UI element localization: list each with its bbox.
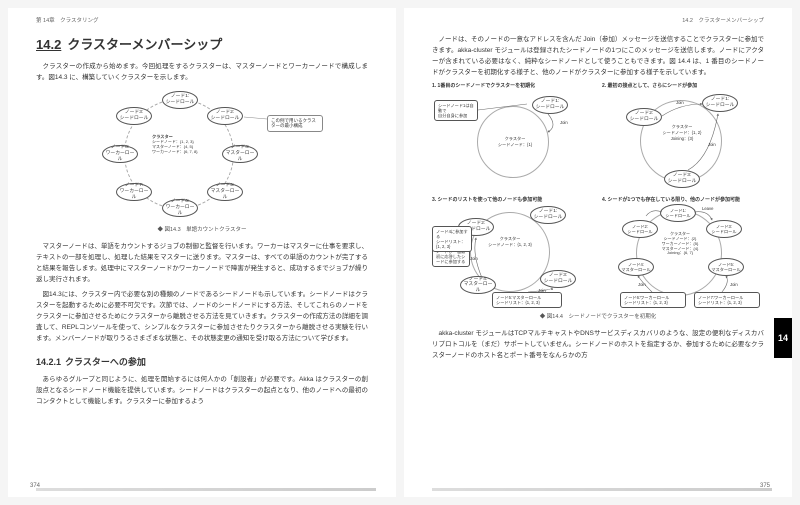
paragraph: akka-cluster モジュールはTCPマルチキャストやDNSサービスディス…	[432, 328, 764, 361]
panel-2-node-3: ノード3: シードロール	[664, 170, 700, 188]
panel-3-seed5: ノード5:マスターロール シードリスト：{1, 2, 3}	[492, 292, 562, 308]
page-number: 374	[30, 483, 40, 489]
panel-3-cluster-label: クラスター シードノード：{1, 2, 3}	[482, 236, 538, 248]
footer-bar	[432, 488, 772, 491]
node-5: ノード5:マスターロール	[207, 183, 243, 201]
paragraph: ノードは、そのノードの一意なアドレスを含んだ Join（参加）メッセージを送信す…	[432, 34, 764, 78]
panel-4-cluster-label: クラスター シードノード：{2} ワーカーノード：{5} マスターノード：{4}…	[648, 232, 712, 256]
figure-14-3: ノード1:シードロール ノード2:シードロール ノード4:マスターロール ノード…	[72, 89, 332, 219]
node-2: ノード2:シードロール	[207, 107, 243, 125]
panel-3-node-1: ノード1: シードロール	[530, 206, 566, 224]
header-right: 14.2 クラスターメンバーシップ	[682, 16, 764, 24]
page-left: 第 14章 クラスタリング 14.2 クラスターメンバーシップ クラスターの作成か…	[8, 8, 396, 497]
footer-bar	[36, 488, 376, 491]
header-left: 第 14章 クラスタリング	[36, 16, 99, 24]
section-heading-text: クラスターメンバーシップ	[67, 37, 222, 52]
node-3: ノード3:シードロール	[116, 107, 152, 125]
panel-1-node-1: ノード1: シードロール	[532, 96, 568, 114]
node-8: ノード8:ワーカーロール	[102, 145, 138, 163]
panel-2-node-1: ノード1: シードロール	[702, 94, 738, 112]
section-number: 14.2	[36, 37, 61, 52]
node-4: ノード4:マスターロール	[222, 145, 258, 163]
figure-14-4-caption: ◆ 図14.4 シードノードでクラスターを初期化	[432, 312, 764, 320]
panel-4-seed6: ノード6:ワーカーロール シードリスト：{1, 2, 3}	[620, 292, 686, 308]
node-1: ノード1:シードロール	[162, 91, 198, 109]
cluster-label: クラスター シードノード：{1, 2, 3} マスターノード：{4, 5} ワー…	[152, 134, 212, 154]
panel-1-title: 1. 1番目のシードノードでクラスターを初期化	[432, 82, 592, 89]
panel-2-title: 2. 最初の接点として、さらにシードが参加	[602, 82, 762, 89]
paragraph: あらゆるグループと同じように、処理を開始するには何人かの「創設者」が必要です。A…	[36, 374, 368, 407]
panel-3-node-4: ノード4: マスターロール	[460, 276, 496, 294]
page-right: 14.2 クラスターメンバーシップ ノードは、そのノードの一意なアドレスを含んだ…	[404, 8, 792, 497]
panel-1-cluster-label: クラスター シードノード：{1}	[490, 136, 540, 148]
join-label: Join	[560, 120, 568, 125]
figure-callout: この例で用いるクラスターの最小構成	[267, 115, 323, 132]
subsection-heading-text: クラスターへの参加	[65, 357, 146, 367]
panel-1: 1. 1番目のシードノードでクラスターを初期化 シードノード1は自動で 自分自身…	[432, 82, 592, 192]
page-number: 375	[760, 483, 770, 489]
subsection-title: 14.2.1 クラスターへの参加	[36, 355, 368, 368]
panel-3-node-3: ノード3: シードロール	[540, 270, 576, 288]
figure-14-4: 1. 1番目のシードノードでクラスターを初期化 シードノード1は自動で 自分自身…	[432, 82, 764, 306]
subsection-number: 14.2.1	[36, 357, 61, 367]
panel-1-box: シードノード1は自動で 自分自身に参加	[434, 100, 478, 121]
paragraph: マスターノードは、単語をカウントするジョブの制御と監督を行います。ワーカーはマス…	[36, 241, 368, 285]
figure-14-3-caption: ◆ 図14.3 単語カウントクラスター	[36, 225, 368, 233]
node-7: ノード7:ワーカーロール	[116, 183, 152, 201]
panel-4: 4. シードが1つでも存在している限り、他のノードが参加可能 ノード1: シード…	[602, 196, 762, 306]
paragraph: クラスターの作成から始めます。今回処理をするクラスターは、マスターノードとワーカ…	[36, 61, 368, 83]
chapter-tab: 14	[774, 318, 792, 358]
panel-3-seed4: ノード4に参加する シードリスト：{1, 2, 3}	[432, 226, 472, 252]
panel-2: 2. 最初の接点として、さらにシードが参加 ノード1: シードロール ノード2:…	[602, 82, 762, 192]
panel-2-cluster-label: クラスター シードノード：{1, 2} Joining：{3}	[654, 124, 710, 142]
panel-4-seed7: ノード7:ワーカーロール シードリスト：{1, 2, 3}	[694, 292, 760, 308]
node-6: ノード6:ワーカーロール	[162, 199, 198, 217]
paragraph: 図14.3には、クラスター内で必要な別の種類のノードであるシードノードも示してい…	[36, 289, 368, 344]
panel-3: 3. シードのリストを使って他のノードも参加可能 ノード1: シードロール ノー…	[432, 196, 592, 306]
section-title: 14.2 クラスターメンバーシップ	[36, 34, 368, 53]
panel-3-title: 3. シードのリストを使って他のノードも参加可能	[432, 196, 592, 203]
panel-4-node-5: ノード5: マスターロール	[708, 258, 744, 276]
panel-4-title: 4. シードが1つでも存在している限り、他のノードが参加可能	[602, 196, 762, 203]
